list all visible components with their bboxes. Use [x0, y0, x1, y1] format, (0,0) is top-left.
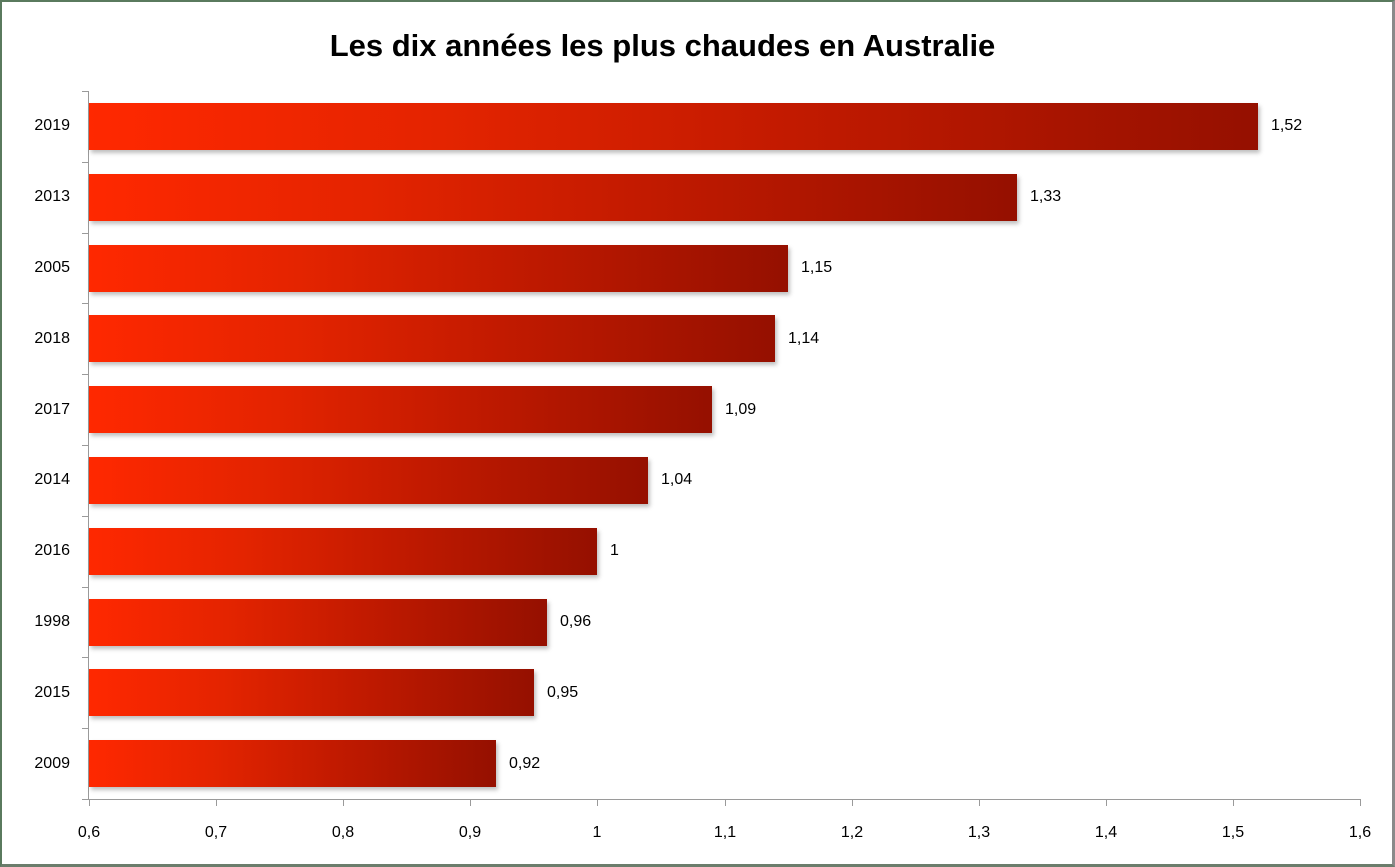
bar-1998: [89, 599, 547, 646]
x-tick-label: 0,9: [458, 824, 482, 841]
bar-2013: [89, 174, 1017, 221]
category-label: 2019: [34, 117, 70, 135]
x-axis: [88, 799, 1361, 800]
x-tick: [725, 799, 726, 806]
y-tick: [82, 91, 88, 92]
value-label: 1,52: [1271, 117, 1303, 135]
x-tick: [979, 799, 980, 806]
x-tick: [343, 799, 344, 806]
category-label: 2013: [34, 188, 70, 206]
bar-2018: [89, 315, 775, 362]
x-tick-label: 0,6: [77, 824, 101, 841]
y-tick: [82, 799, 88, 800]
value-label: 0,96: [560, 613, 592, 630]
category-label: 2015: [34, 683, 70, 701]
bar-2014: [89, 457, 648, 504]
x-tick: [216, 799, 217, 806]
bar-2005: [89, 245, 788, 292]
x-tick-label: 1,5: [1221, 824, 1245, 841]
y-tick: [82, 233, 88, 234]
category-label: 2005: [34, 259, 70, 276]
x-tick-label: 1,6: [1348, 824, 1372, 841]
value-label: 1,15: [801, 259, 833, 276]
value-label: 1,09: [725, 400, 757, 418]
y-tick: [82, 657, 88, 658]
value-label: 0,92: [509, 754, 541, 772]
x-tick-label: 1: [592, 824, 602, 841]
y-tick: [82, 728, 88, 729]
x-tick: [1360, 799, 1361, 806]
y-tick: [82, 516, 88, 517]
category-label: 2018: [34, 329, 70, 347]
category-label: 2016: [34, 542, 70, 560]
x-tick: [89, 799, 90, 806]
bar-2019: [89, 103, 1258, 150]
x-tick: [1233, 799, 1234, 806]
bar-2015: [89, 669, 534, 716]
y-tick: [82, 162, 88, 163]
y-tick: [82, 445, 88, 446]
x-tick-label: 0,8: [331, 824, 355, 841]
category-label: 2017: [34, 400, 70, 418]
category-label: 1998: [34, 613, 70, 630]
x-tick-label: 1,4: [1094, 824, 1118, 841]
value-label: 0,95: [547, 683, 579, 701]
value-label: 1,04: [661, 471, 693, 489]
bar-2016: [89, 528, 597, 575]
value-label: 1,33: [1030, 188, 1062, 206]
y-tick: [82, 303, 88, 304]
x-tick-label: 1,2: [840, 824, 864, 841]
x-tick: [1106, 799, 1107, 806]
x-tick-label: 0,7: [204, 824, 228, 841]
x-tick: [597, 799, 598, 806]
category-label: 2014: [34, 471, 70, 489]
chart-title: Les dix années les plus chaudes en Austr…: [329, 28, 996, 63]
value-label: 1,14: [788, 329, 820, 347]
value-label: 1: [610, 542, 619, 560]
x-tick: [852, 799, 853, 806]
bar-2009: [89, 740, 496, 787]
x-tick-label: 1,1: [713, 824, 737, 841]
y-tick: [82, 374, 88, 375]
x-tick-label: 1,3: [967, 824, 991, 841]
y-axis: [88, 91, 89, 800]
y-tick: [82, 587, 88, 588]
category-label: 2009: [34, 754, 70, 772]
bar-2017: [89, 386, 712, 433]
x-tick: [470, 799, 471, 806]
